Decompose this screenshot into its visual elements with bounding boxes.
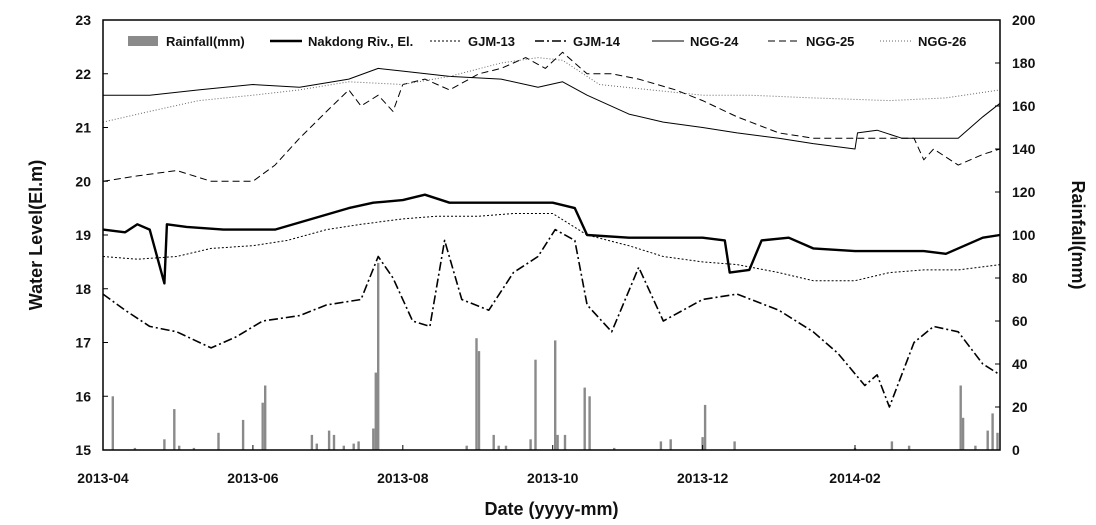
rainfall-bar [492, 434, 495, 450]
rainfall-bar [497, 445, 500, 450]
rainfall-bar [475, 338, 478, 450]
rainfall-bar [556, 434, 559, 450]
x-tick-label: 2013-04 [77, 470, 129, 486]
y-tick-label: 20 [75, 173, 91, 189]
y-tick-label: 18 [75, 281, 91, 297]
rainfall-bar [477, 351, 481, 450]
rainfall-bar [669, 439, 672, 451]
x-axis-title: Date (yyyy-mm) [484, 499, 618, 519]
rainfall-bar [991, 413, 994, 450]
y2-tick-label: 120 [1012, 184, 1036, 200]
y-tick-label: 15 [75, 442, 91, 458]
y-tick-label: 16 [75, 388, 91, 404]
y2-tick-label: 200 [1012, 12, 1036, 28]
rainfall-bar [178, 445, 181, 450]
rainfall-bar [342, 445, 345, 450]
x-tick-label: 2014-02 [829, 470, 881, 486]
x-tick-label: 2013-10 [527, 470, 579, 486]
rainfall-bar [701, 437, 704, 450]
rainfall-bar [192, 447, 196, 450]
rainfall-bar [583, 387, 586, 450]
rainfall-bar [890, 441, 894, 450]
x-tick-label: 2013-12 [677, 470, 729, 486]
y-tick-label: 19 [75, 227, 91, 243]
rainfall-bar [733, 441, 736, 450]
rainfall-bar [357, 441, 360, 450]
y-tick-label: 23 [75, 12, 91, 28]
rainfall-bar [377, 262, 380, 450]
rainfall-bar [173, 409, 176, 450]
rainfall-bar [703, 404, 707, 450]
rainfall-bar [217, 432, 220, 450]
x-tick-label: 2013-08 [377, 470, 429, 486]
rainfall-bar [529, 439, 532, 451]
y-tick-label: 22 [75, 66, 91, 82]
legend: Rainfall(mm) Nakdong Riv., El. GJM-13 GJM-1… [128, 34, 966, 49]
rainfall-bar [613, 447, 616, 450]
y2-axis-title: Rainfall(mm) [1068, 180, 1088, 289]
rainfall-bar [264, 385, 267, 450]
rainfall-bar [374, 372, 377, 450]
rainfall-bar [996, 432, 999, 450]
y2-tick-label: 180 [1012, 55, 1036, 71]
y2-tick-label: 20 [1012, 399, 1028, 415]
legend-swatch-rainfall-mm [128, 36, 158, 46]
y2-tick-label: 160 [1012, 98, 1036, 114]
legend-label-ngg-25: NGG-25 [806, 34, 854, 49]
rainfall-bars [111, 262, 999, 451]
series-lines [102, 51, 1001, 408]
legend-label-gjm-13: GJM-13 [468, 34, 515, 49]
rainfall-bar [327, 430, 331, 450]
rainfall-bar [504, 445, 508, 450]
series-line-ngg-25 [102, 51, 1001, 182]
rainfall-bar [974, 445, 977, 450]
y-tick-label: 17 [75, 335, 91, 351]
rainfall-bar [986, 430, 989, 450]
legend-label-gjm-14: GJM-14 [573, 34, 621, 49]
y2-tick-label: 100 [1012, 227, 1036, 243]
rainfall-bar [961, 417, 965, 451]
rainfall-bar [959, 385, 962, 450]
rainfall-bar [563, 434, 567, 450]
y2-tick-label: 60 [1012, 313, 1028, 329]
rainfall-bar [659, 441, 663, 450]
legend-label-ngg-26: NGG-26 [918, 34, 966, 49]
rainfall-bar [261, 402, 264, 450]
series-line-gjm-14 [102, 228, 1001, 408]
series-line-ngg-24 [103, 67, 1001, 150]
legend-label-ngg-24: NGG-24 [690, 34, 739, 49]
rainfall-bar [332, 434, 336, 450]
rainfall-bar [352, 443, 355, 450]
rainfall-bar [588, 396, 591, 451]
rainfall-bar [315, 443, 318, 450]
y2-tick-label: 0 [1012, 442, 1020, 458]
legend-label-rainfall-mm: Rainfall(mm) [166, 34, 245, 49]
y-axis-title: Water Level(El.m) [26, 160, 46, 310]
series-line-ngg-26 [102, 57, 1001, 123]
x-tick-label: 2013-06 [227, 470, 279, 486]
rainfall-bar [554, 340, 557, 450]
series-line-nakdong-riv-el [102, 193, 1001, 285]
axes: 15 16 17 18 19 20 21 22 23 0 20 40 60 80 100 120 140 160 1… [75, 12, 1035, 486]
rainfall-bar [133, 447, 137, 450]
rainfall-bar [163, 439, 166, 451]
y2-tick-label: 80 [1012, 270, 1028, 286]
legend-label-nakdong-riv-el: Nakdong Riv., El. [308, 34, 413, 49]
y2-tick-label: 140 [1012, 141, 1036, 157]
rainfall-bar [534, 359, 537, 450]
rainfall-bar [310, 434, 314, 450]
y2-tick-label: 40 [1012, 356, 1028, 372]
rainfall-bar [372, 428, 375, 450]
rainfall-bar [111, 396, 114, 451]
rainfall-bar [241, 419, 245, 450]
y-tick-label: 21 [75, 120, 91, 136]
series-line-gjm-13 [102, 213, 1001, 282]
rainfall-bar [465, 445, 468, 450]
rainfall-bar [907, 445, 911, 450]
